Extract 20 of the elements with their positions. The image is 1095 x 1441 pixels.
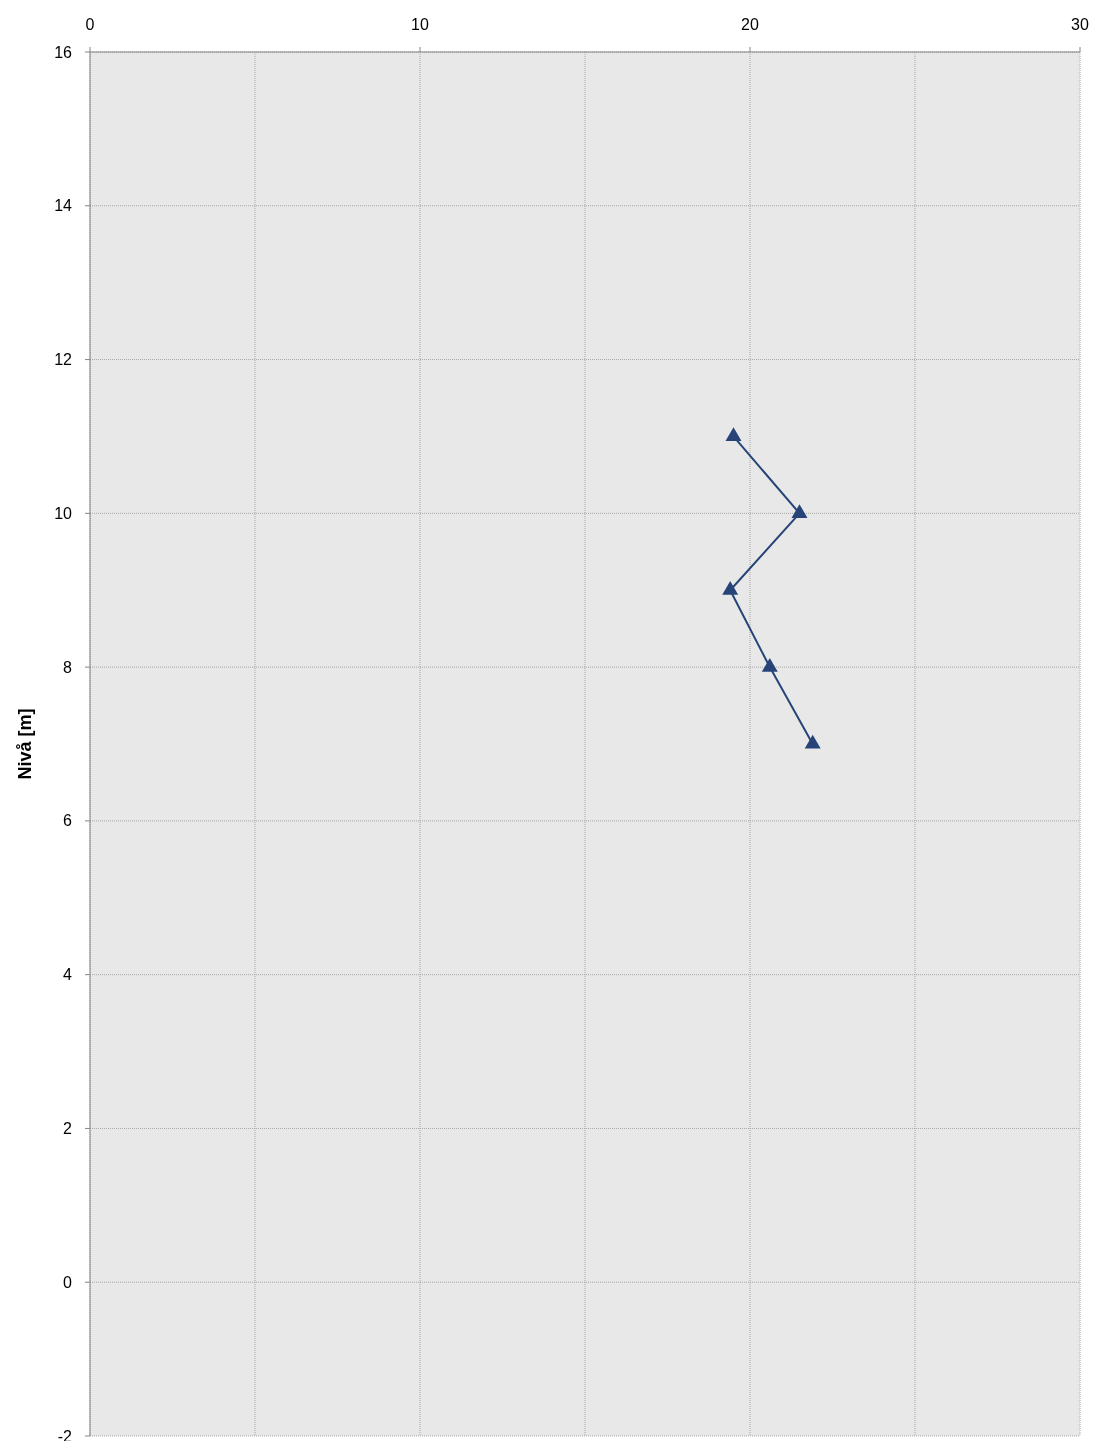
x-tick-label: 30 [1071,16,1089,33]
point [761,657,778,672]
y-tick-label: 14 [54,197,73,215]
y-tick-label: -2 [57,1427,73,1441]
x-tick-label: 0 [85,16,95,33]
y-tick-label: 12 [54,351,73,369]
y-tick-label: 10 [54,504,73,522]
y-tick-label: 4 [63,966,73,984]
point [791,504,808,518]
x-tick-label: 10 [411,16,429,33]
y-tick-label: 6 [63,812,73,830]
y-tick-label: 0 [63,1273,73,1291]
x-tick-label: 20 [741,16,759,33]
y-tick-label: 2 [63,1120,73,1138]
y-tick-label: 16 [54,43,73,61]
y-axis-title: Nivå [m] [15,708,35,780]
point [725,427,742,442]
point [804,734,821,749]
y-tick-label: 8 [63,658,73,676]
point [722,581,739,595]
